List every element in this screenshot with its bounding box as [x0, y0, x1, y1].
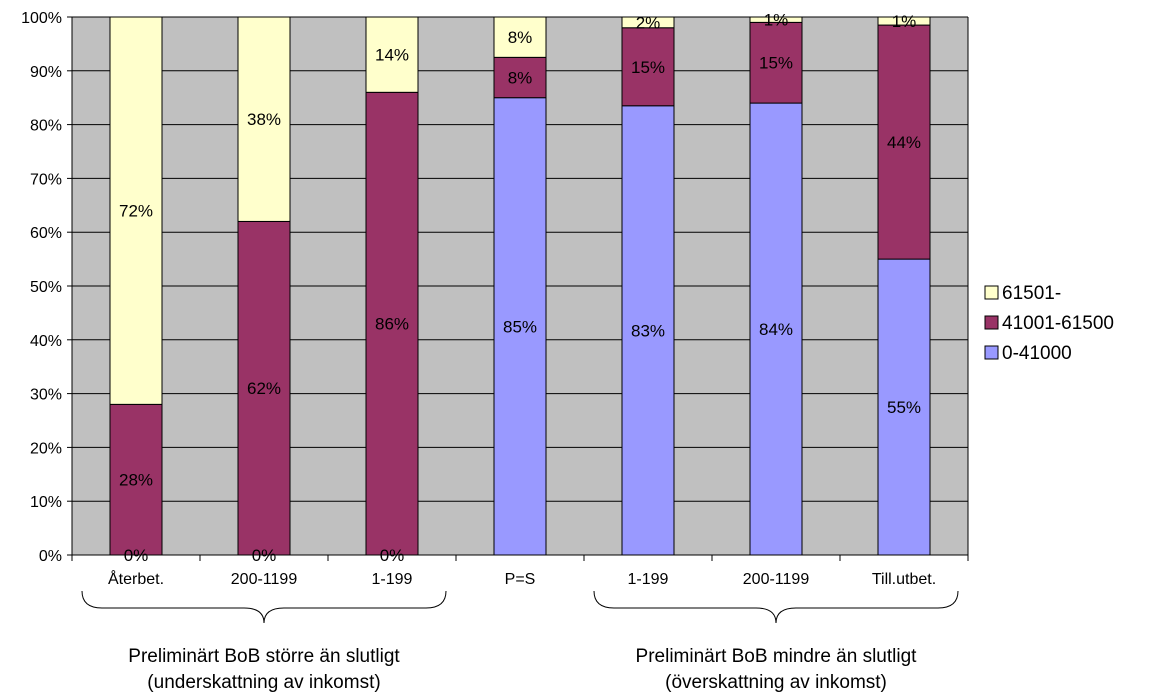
data-label: 28% — [119, 471, 153, 490]
bar-segment — [493, 16, 547, 58]
bar-segment — [749, 102, 803, 556]
group-label-line1: Preliminärt BoB mindre än slutligt — [636, 646, 918, 667]
data-label: 8% — [508, 69, 533, 88]
legend-label: 41001-61500 — [1002, 313, 1114, 334]
data-label: 8% — [508, 28, 533, 47]
bar-segment — [237, 16, 291, 222]
group-label-line1: Preliminärt BoB större än slutligt — [128, 646, 400, 667]
data-label: 55% — [887, 398, 921, 417]
x-tick-label: 1-199 — [628, 571, 669, 588]
legend-swatch — [984, 315, 999, 330]
x-tick-label: 200-1199 — [743, 571, 810, 588]
data-label: 44% — [887, 133, 921, 152]
data-label: 1% — [764, 11, 789, 30]
data-label: 1% — [892, 12, 917, 31]
legend-label: 0-41000 — [1002, 343, 1072, 364]
bar-segment — [109, 16, 163, 405]
bar-segment — [877, 24, 931, 260]
bar-segment — [877, 16, 931, 26]
bar-segment — [621, 105, 675, 556]
y-tick-label: 10% — [30, 494, 62, 511]
y-tick-label: 40% — [30, 333, 62, 350]
bar-segment — [621, 27, 675, 107]
bar-segment — [365, 16, 419, 93]
bar-segment — [749, 16, 803, 23]
bar-segment — [877, 258, 931, 556]
y-tick-label: 20% — [30, 440, 62, 457]
data-label: 86% — [375, 315, 409, 334]
legend: 61501- 41001-61500 0-41000 — [984, 283, 1114, 364]
y-tick-label: 70% — [30, 171, 62, 188]
bar-segment — [493, 97, 547, 556]
data-label: 85% — [503, 317, 537, 336]
data-label: 0% — [380, 546, 405, 565]
bar-segment — [493, 56, 547, 99]
category-groups: Preliminärt BoB större än slutligt (under… — [81, 590, 959, 693]
y-tick-label: 80% — [30, 118, 62, 135]
data-label: 72% — [119, 202, 153, 221]
y-tick-label: 100% — [21, 10, 62, 27]
data-label: 15% — [631, 58, 665, 77]
data-label: 14% — [375, 46, 409, 65]
y-tick-label: 60% — [30, 225, 62, 242]
bar-segment — [621, 16, 675, 29]
bar-segment — [237, 220, 291, 556]
x-tick-label: Till.utbet. — [872, 571, 936, 588]
data-label: 2% — [636, 13, 661, 32]
x-tick-label: Återbet. — [108, 569, 164, 588]
x-tick-label: P=S — [505, 571, 536, 588]
x-tick-label: 200-1199 — [231, 571, 298, 588]
y-tick-label: 30% — [30, 387, 62, 404]
data-label: 0% — [252, 546, 277, 565]
group-brace — [81, 590, 447, 624]
data-label: 0% — [124, 546, 149, 565]
group-label-line2: (överskattning av inkomst) — [665, 672, 887, 693]
bar-segment — [749, 21, 803, 104]
y-tick-label: 0% — [39, 548, 62, 565]
x-tick-label: 1-199 — [372, 571, 413, 588]
data-label: 83% — [631, 321, 665, 340]
data-label: 62% — [247, 379, 281, 398]
data-label: 38% — [247, 110, 281, 129]
data-label: 84% — [759, 320, 793, 339]
group-label-line2: (underskattning av inkomst) — [147, 672, 380, 693]
x-axis-tick-labels: Återbet. 200-1199 1-199 P=S 1-199 200-1199 Til… — [108, 569, 936, 588]
legend-swatch — [984, 345, 999, 360]
y-tick-label: 90% — [30, 64, 62, 81]
legend-swatch — [984, 285, 999, 300]
y-axis-tick-labels: 0% 10% 20% 30% 40% 50% 60% 70% 80% 90% 100% — [21, 10, 62, 565]
y-tick-label: 50% — [30, 279, 62, 296]
bars — [109, 16, 931, 556]
data-labels: 0% 28% 72% 0% 62% 38% 0% 86% 14% 85% 8% 8% 83% 15% 2% 8… — [119, 11, 921, 565]
data-label: 15% — [759, 54, 793, 73]
group-brace — [593, 590, 959, 624]
legend-label: 61501- — [1002, 283, 1061, 304]
